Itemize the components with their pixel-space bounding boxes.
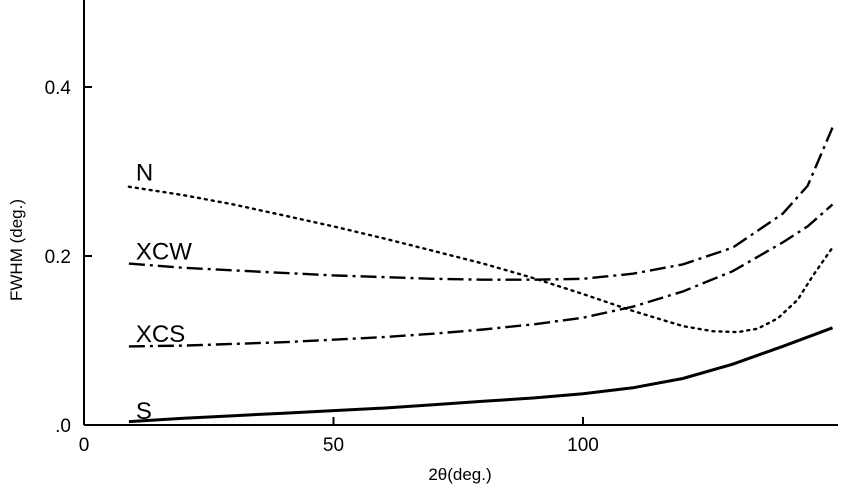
series-line-xcs (128, 203, 834, 348)
x-tick-label: 50 (323, 435, 344, 456)
y-ticks: .0 0.2 0.4 (45, 78, 92, 437)
axes (83, 0, 838, 426)
x-ticks: 0 50 100 (79, 417, 599, 456)
series-label-xcs: XCS (136, 321, 185, 348)
series-label-n: N (136, 160, 153, 187)
y-tick-label: .0 (55, 416, 71, 437)
x-axis-title: 2θ(deg.) (428, 465, 491, 484)
x-tick-label: 100 (567, 435, 599, 456)
y-axis-title: FWHM (deg.) (7, 199, 26, 301)
series-line-n (127, 185, 834, 334)
y-tick-label: 0.4 (45, 78, 72, 99)
series-line-xcw (128, 127, 834, 281)
series-label-xcw: XCW (136, 238, 192, 265)
y-tick-label: 0.2 (45, 247, 71, 268)
series-layer (127, 127, 834, 424)
x-tick-label: 0 (79, 435, 90, 456)
series-line-s (128, 326, 834, 424)
series-label-s: S (136, 398, 152, 425)
series-labels: N XCW XCS S (136, 160, 192, 425)
